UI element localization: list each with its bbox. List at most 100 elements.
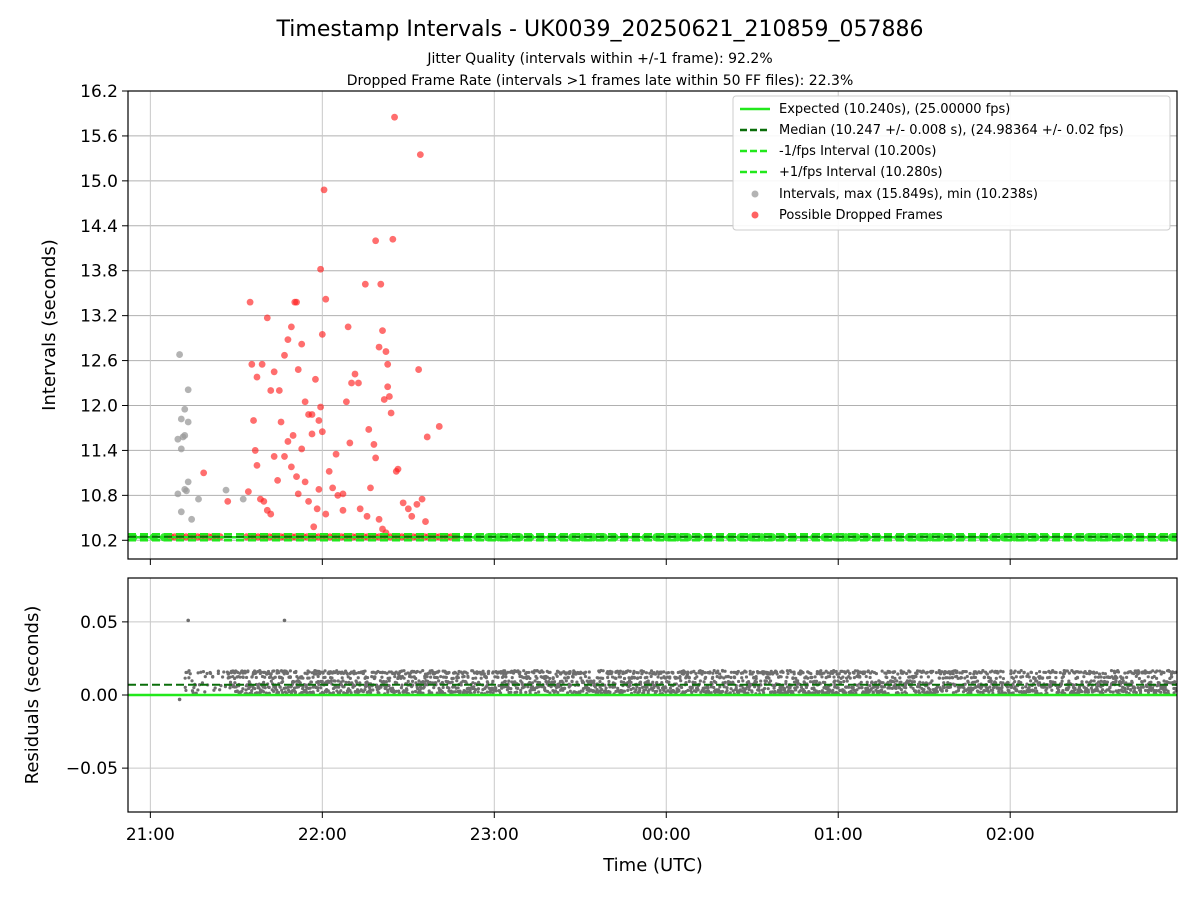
- residual-point: [719, 675, 723, 679]
- residual-point: [1011, 676, 1016, 681]
- residual-point: [711, 675, 715, 679]
- residual-point: [795, 685, 799, 689]
- residual-point: [919, 675, 923, 679]
- dropped-frame-point: [413, 500, 421, 508]
- residual-point: [250, 675, 254, 679]
- residual-point: [1154, 676, 1159, 680]
- residual-point: [311, 675, 315, 679]
- residual-point: [568, 683, 573, 687]
- residual-point: [516, 686, 520, 690]
- residual-point: [282, 618, 287, 623]
- residual-point: [1101, 671, 1105, 675]
- residual-point: [344, 671, 349, 675]
- residual-point: [184, 688, 188, 693]
- residual-point: [187, 669, 191, 673]
- interval-point: [176, 351, 183, 358]
- residual-point: [515, 690, 519, 694]
- residual-point: [570, 679, 574, 683]
- residual-point: [645, 685, 649, 689]
- residual-point: [1169, 675, 1173, 679]
- residual-point: [700, 672, 704, 676]
- residual-point: [563, 686, 567, 690]
- residual-point: [890, 675, 895, 679]
- residual-point: [1163, 685, 1167, 689]
- residual-point: [337, 685, 341, 689]
- dropped-frame-point: [287, 463, 295, 471]
- residual-point: [741, 671, 745, 675]
- residual-point: [491, 691, 495, 695]
- residual-point: [566, 676, 570, 680]
- residual-point: [485, 680, 489, 684]
- residual-point: [421, 669, 425, 673]
- residual-point: [1043, 670, 1048, 675]
- dropped-frame-point: [260, 497, 268, 505]
- residual-point: [1080, 680, 1084, 684]
- residual-point: [1067, 685, 1071, 689]
- residual-point: [321, 671, 325, 675]
- residual-point: [951, 691, 956, 695]
- residual-point: [1158, 669, 1162, 673]
- residual-point: [1124, 675, 1129, 679]
- residual-point: [898, 676, 902, 680]
- residual-point: [614, 676, 618, 680]
- residual-point: [545, 689, 550, 693]
- residual-point: [190, 679, 194, 683]
- dropped-frame-point: [313, 505, 321, 513]
- residual-point: [363, 669, 367, 673]
- residual-point: [833, 679, 837, 683]
- residual-point: [750, 689, 754, 693]
- residual-point: [857, 686, 861, 690]
- dropped-frame-point: [281, 351, 288, 359]
- residual-point: [675, 676, 679, 680]
- residual-point: [963, 682, 967, 686]
- residual-point: [972, 672, 976, 676]
- residual-point: [917, 689, 921, 693]
- residual-point: [764, 679, 768, 683]
- residual-point: [648, 671, 652, 675]
- residual-point: [521, 685, 525, 689]
- residual-point: [409, 675, 413, 679]
- residual-point: [780, 669, 784, 673]
- dropped-frame-point: [293, 298, 300, 306]
- dropped-frame-point: [389, 235, 397, 243]
- residual-point: [766, 687, 770, 691]
- dropped-frame-point: [263, 314, 271, 322]
- residual-point: [1022, 671, 1026, 675]
- residual-point: [938, 686, 942, 690]
- residual-point: [604, 686, 608, 690]
- residual-point: [430, 691, 434, 695]
- residual-point: [471, 681, 475, 685]
- dropped-frame-point: [317, 265, 325, 273]
- residual-point: [556, 691, 560, 695]
- residual-point: [601, 669, 605, 673]
- residual-point: [199, 670, 203, 674]
- residual-point: [1154, 689, 1158, 693]
- bottom-y-axis-label: Residuals (seconds): [22, 606, 43, 785]
- residual-point: [192, 686, 196, 690]
- residual-point: [1024, 685, 1028, 689]
- residual-point: [1089, 679, 1093, 683]
- interval-point: [188, 515, 196, 523]
- residual-point: [530, 681, 535, 685]
- dropped-frame-point: [415, 366, 423, 373]
- residual-point: [1038, 670, 1042, 674]
- dropped-frame-point: [379, 327, 386, 335]
- residual-point: [1140, 680, 1144, 684]
- residual-point: [281, 680, 285, 684]
- residual-point: [868, 675, 872, 680]
- residual-point: [990, 688, 995, 693]
- residual-point: [1113, 680, 1118, 684]
- residual-point: [565, 671, 569, 675]
- residual-point: [263, 686, 267, 690]
- dropped-frame-point: [346, 439, 354, 447]
- residual-point: [645, 675, 649, 679]
- residual-point: [687, 679, 691, 684]
- residual-point: [382, 679, 386, 684]
- residual-point: [595, 687, 599, 692]
- residual-point: [1138, 689, 1143, 693]
- residual-point: [1129, 688, 1133, 692]
- residual-point: [954, 670, 959, 675]
- residual-point: [858, 675, 862, 679]
- residual-point: [329, 679, 333, 683]
- residual-point: [1059, 682, 1064, 686]
